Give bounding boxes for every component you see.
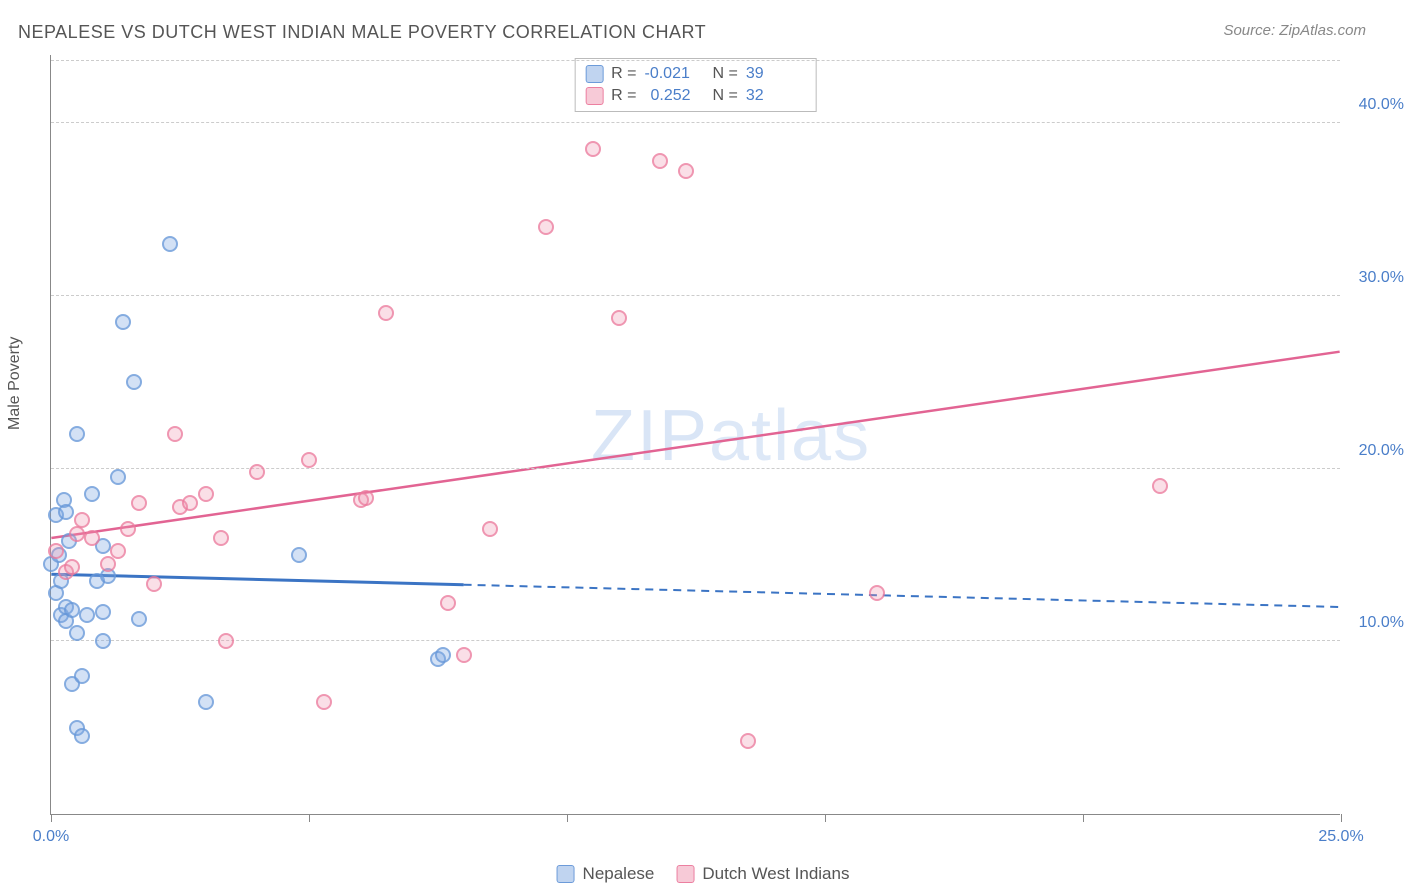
ytick-label: 10.0%: [1359, 614, 1404, 632]
xtick-label: 0.0%: [33, 828, 69, 846]
xtick-label: 25.0%: [1318, 828, 1363, 846]
ytick-label: 30.0%: [1359, 269, 1404, 287]
stats-row-dwi: R =0.252 N =32: [585, 85, 806, 107]
data-point: [218, 633, 234, 649]
stats-legend: R =-0.021 N =39 R =0.252 N =32: [574, 58, 817, 112]
data-point: [74, 512, 90, 528]
swatch-blue: [585, 65, 603, 83]
data-point: [79, 607, 95, 623]
data-point: [652, 153, 668, 169]
gridline: [51, 122, 1340, 123]
data-point: [358, 490, 374, 506]
data-point: [869, 585, 885, 601]
source-label: Source: ZipAtlas.com: [1223, 22, 1366, 39]
ytick-label: 20.0%: [1359, 442, 1404, 460]
gridline: [51, 60, 1340, 61]
gridline: [51, 295, 1340, 296]
data-point: [167, 426, 183, 442]
data-point: [69, 526, 85, 542]
xtick: [1341, 814, 1342, 822]
data-point: [301, 452, 317, 468]
trend-line-dashed: [464, 585, 1340, 607]
swatch-pink: [585, 87, 603, 105]
bottom-legend: Nepalese Dutch West Indians: [557, 864, 850, 884]
xtick: [309, 814, 310, 822]
data-point: [456, 647, 472, 663]
legend-swatch-blue: [557, 865, 575, 883]
data-point: [74, 668, 90, 684]
data-point: [182, 495, 198, 511]
plot-area: ZIPatlas R =-0.021 N =39 R =0.252 N =32 …: [50, 55, 1340, 815]
data-point: [538, 219, 554, 235]
data-point: [378, 305, 394, 321]
stats-row-nepalese: R =-0.021 N =39: [585, 63, 806, 85]
data-point: [115, 314, 131, 330]
data-point: [95, 633, 111, 649]
data-point: [110, 543, 126, 559]
xtick: [825, 814, 826, 822]
data-point: [110, 469, 126, 485]
data-point: [435, 647, 451, 663]
data-point: [678, 163, 694, 179]
xtick: [1083, 814, 1084, 822]
legend-swatch-pink: [676, 865, 694, 883]
data-point: [198, 694, 214, 710]
n-value-1: 39: [746, 63, 806, 85]
trend-line-solid: [51, 352, 1339, 538]
data-point: [64, 559, 80, 575]
n-value-2: 32: [746, 85, 806, 107]
r-value-2: 0.252: [645, 85, 705, 107]
xtick: [567, 814, 568, 822]
data-point: [69, 426, 85, 442]
data-point: [291, 547, 307, 563]
data-point: [198, 486, 214, 502]
data-point: [162, 236, 178, 252]
data-point: [585, 141, 601, 157]
data-point: [58, 504, 74, 520]
data-point: [316, 694, 332, 710]
legend-item-nepalese: Nepalese: [557, 864, 655, 884]
trend-lines: [51, 55, 1340, 814]
legend-label-2: Dutch West Indians: [702, 864, 849, 884]
legend-item-dwi: Dutch West Indians: [676, 864, 849, 884]
data-point: [213, 530, 229, 546]
data-point: [74, 728, 90, 744]
data-point: [440, 595, 456, 611]
data-point: [1152, 478, 1168, 494]
data-point: [64, 602, 80, 618]
data-point: [48, 543, 64, 559]
chart-title: NEPALESE VS DUTCH WEST INDIAN MALE POVER…: [18, 22, 706, 43]
data-point: [131, 495, 147, 511]
data-point: [740, 733, 756, 749]
r-value-1: -0.021: [645, 63, 705, 85]
data-point: [95, 604, 111, 620]
data-point: [249, 464, 265, 480]
ytick-label: 40.0%: [1359, 96, 1404, 114]
data-point: [120, 521, 136, 537]
gridline: [51, 468, 1340, 469]
gridline: [51, 640, 1340, 641]
data-point: [69, 625, 85, 641]
data-point: [131, 611, 147, 627]
data-point: [84, 486, 100, 502]
data-point: [84, 530, 100, 546]
data-point: [146, 576, 162, 592]
xtick: [51, 814, 52, 822]
legend-label-1: Nepalese: [583, 864, 655, 884]
data-point: [482, 521, 498, 537]
data-point: [126, 374, 142, 390]
data-point: [611, 310, 627, 326]
y-axis-label: Male Poverty: [6, 337, 24, 430]
